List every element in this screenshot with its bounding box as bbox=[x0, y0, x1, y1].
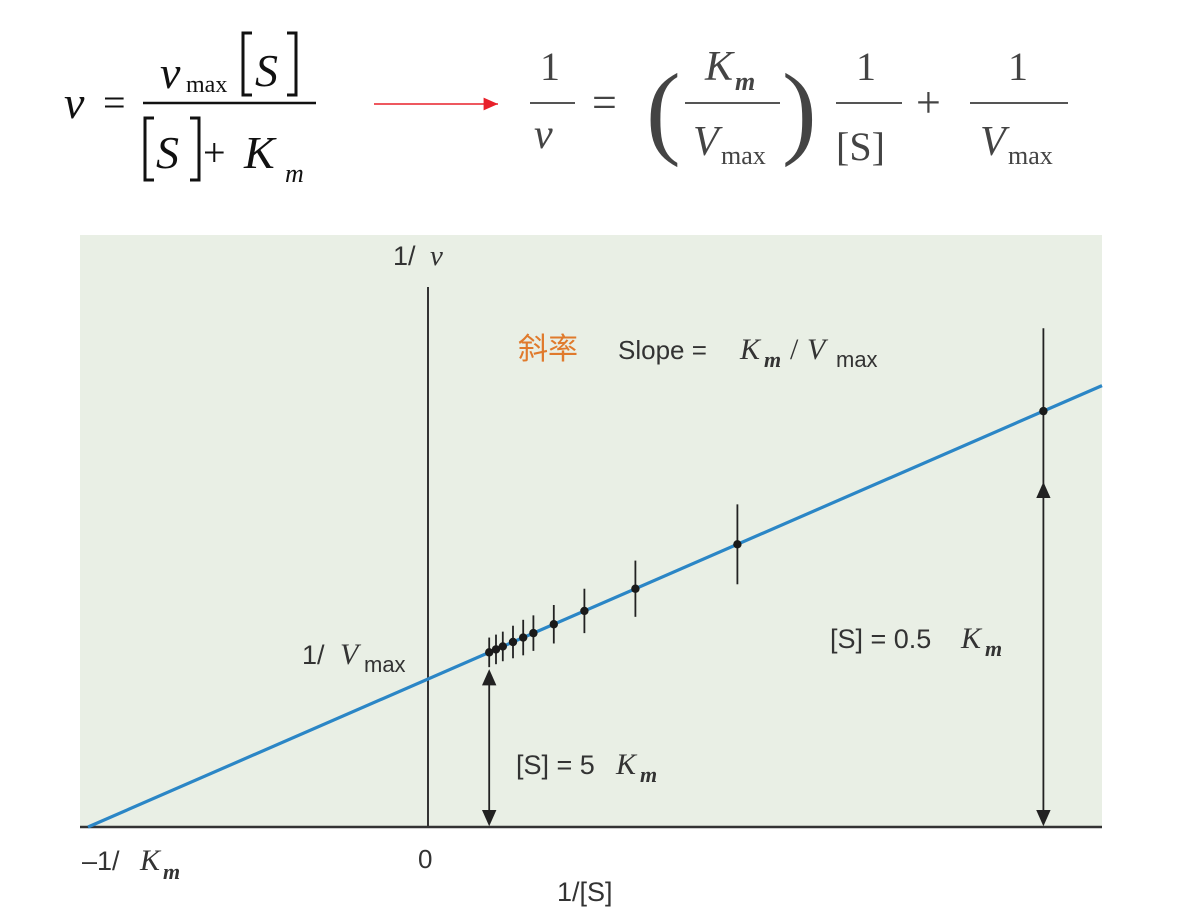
data-point bbox=[549, 605, 558, 644]
x-tick-neg-km-K: K bbox=[139, 844, 162, 877]
data-point bbox=[1039, 328, 1048, 494]
lb-S-bracket: [S] bbox=[836, 124, 885, 169]
s-05km-sub: m bbox=[985, 636, 1002, 661]
data-point bbox=[498, 631, 507, 662]
mm-num-S: S bbox=[255, 45, 278, 96]
y-intercept-label: 1/ V max bbox=[302, 638, 406, 677]
point-marker bbox=[498, 642, 507, 651]
data-point bbox=[491, 634, 501, 665]
lb-one-a: 1 bbox=[540, 44, 560, 89]
s-5km-K: K bbox=[615, 748, 638, 781]
y-intercept-prefix: 1/ bbox=[302, 640, 325, 670]
data-point bbox=[580, 588, 589, 634]
slope-cn-label: 斜率 bbox=[518, 333, 578, 366]
x-axis-label: 1/[S] bbox=[557, 877, 613, 907]
mm-num-max: max bbox=[186, 72, 227, 98]
point-marker bbox=[549, 620, 558, 629]
x-tick-neg-km: –1/ K m bbox=[82, 844, 180, 884]
x-tick-zero: 0 bbox=[418, 844, 432, 874]
lb-vmax2-sub: max bbox=[1008, 141, 1053, 170]
data-point bbox=[485, 637, 494, 668]
data-point bbox=[529, 615, 538, 651]
data-points bbox=[485, 328, 1048, 668]
lb-km-K: K bbox=[704, 44, 735, 90]
plot-panel bbox=[80, 235, 1102, 827]
lineweaver-burk-equation: 1 v = ( K m V max ) 1 [S] + 1 V max bbox=[530, 44, 1068, 170]
s-5km-prefix: [S] = 5 bbox=[516, 750, 595, 780]
slope-K: K bbox=[739, 333, 762, 366]
point-marker bbox=[491, 645, 501, 654]
point-marker bbox=[519, 633, 528, 642]
mm-den-m: m bbox=[285, 159, 304, 188]
mm-den-S: S bbox=[156, 127, 179, 178]
mm-num-v: v bbox=[160, 47, 181, 98]
lb-equals: = bbox=[592, 78, 617, 127]
mm-den-bracket-left bbox=[143, 116, 154, 182]
y-intercept-sub: max bbox=[364, 652, 406, 677]
mm-den-bracket-right bbox=[190, 116, 201, 182]
slope-annotation: 斜率 Slope = K m / V max bbox=[518, 333, 878, 372]
fit-line bbox=[87, 384, 1103, 829]
mm-num-bracket-left bbox=[241, 31, 252, 97]
mm-lhs-v: v bbox=[64, 77, 85, 128]
slope-K-sub: m bbox=[764, 347, 781, 372]
data-point bbox=[631, 560, 640, 617]
point-marker bbox=[508, 637, 518, 647]
data-point bbox=[733, 504, 742, 585]
mm-equals: = bbox=[103, 80, 126, 125]
y-axis-label: 1/ v bbox=[393, 240, 443, 272]
point-marker bbox=[529, 628, 538, 638]
x-tick-neg-km-sub: m bbox=[163, 859, 180, 884]
y-axis-label-prefix: 1/ bbox=[393, 241, 416, 271]
lb-vmax2-V: V bbox=[980, 119, 1010, 165]
lb-vmax-V: V bbox=[693, 119, 723, 165]
michaelis-menten-equation: v = v max S S + K m bbox=[64, 31, 316, 188]
slope-prefix: Slope = bbox=[618, 335, 707, 365]
point-marker bbox=[733, 540, 742, 549]
s-05km-prefix: [S] = 0.5 bbox=[830, 624, 931, 654]
data-point bbox=[508, 625, 518, 659]
point-marker bbox=[485, 648, 494, 657]
lb-plus: + bbox=[916, 78, 941, 127]
s-5km-sub: m bbox=[640, 762, 657, 787]
slope-V: V bbox=[807, 333, 829, 366]
point-marker bbox=[631, 584, 640, 593]
lb-one-c: 1 bbox=[1008, 44, 1028, 89]
lb-v: v bbox=[534, 112, 553, 158]
lb-paren-close: ) bbox=[782, 53, 817, 168]
lb-vmax-sub: max bbox=[721, 141, 766, 170]
slope-slash: / bbox=[790, 333, 799, 366]
mm-den-K: K bbox=[243, 127, 277, 178]
s-5km-annotation: [S] = 5 K m bbox=[516, 748, 657, 787]
s-05km-K: K bbox=[960, 622, 983, 655]
mm-den-plus: + bbox=[203, 130, 226, 175]
y-axis-label-var: v bbox=[430, 240, 443, 272]
mm-num-bracket-right bbox=[287, 31, 298, 97]
point-marker bbox=[1039, 406, 1048, 416]
s-05km-annotation: [S] = 0.5 K m bbox=[830, 622, 1002, 661]
lb-paren-open: ( bbox=[646, 53, 681, 168]
lb-one-b: 1 bbox=[856, 44, 876, 89]
data-point bbox=[519, 619, 528, 656]
x-tick-neg-km-prefix: –1/ bbox=[82, 846, 120, 876]
lb-km-m: m bbox=[735, 67, 755, 96]
slope-V-sub: max bbox=[836, 347, 878, 372]
y-intercept-V: V bbox=[340, 638, 362, 671]
point-marker bbox=[580, 606, 589, 616]
